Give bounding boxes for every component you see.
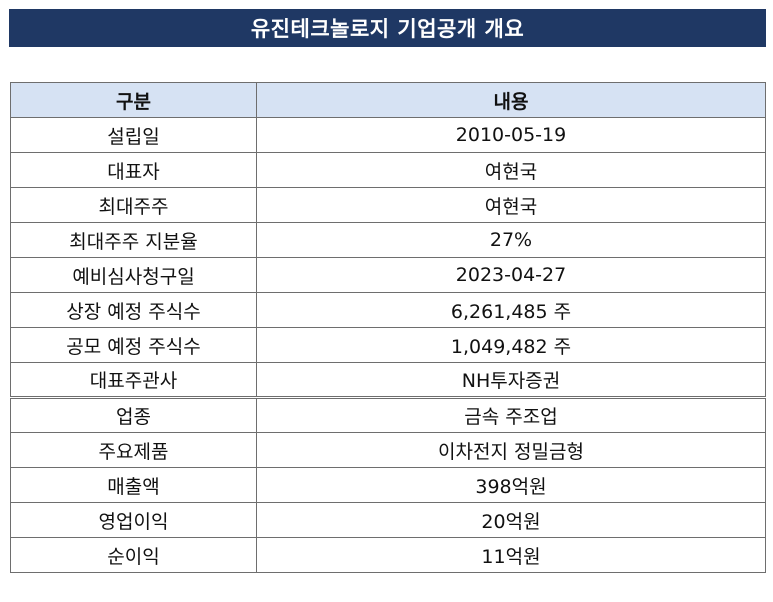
table-header-row: 구분 내용 — [10, 82, 766, 118]
row-value: 여현국 — [256, 187, 766, 223]
row-label: 최대주주 — [10, 187, 257, 223]
row-value: 여현국 — [256, 152, 766, 188]
table-row: 주요제품 이차전지 정밀금형 — [10, 432, 766, 468]
row-value: 20억원 — [256, 502, 766, 538]
table-row: 대표주관사 NH투자증권 — [10, 362, 766, 399]
row-label: 공모 예정 주식수 — [10, 327, 257, 363]
table-row: 매출액 398억원 — [10, 467, 766, 503]
row-value: 2023-04-27 — [256, 257, 766, 293]
row-label: 대표자 — [10, 152, 257, 188]
ipo-overview-table: 구분 내용 설립일 2010-05-19 대표자 여현국 최대주주 여현국 최대… — [10, 82, 766, 573]
row-label: 매출액 — [10, 467, 257, 503]
row-value: NH투자증권 — [256, 362, 766, 399]
row-label: 영업이익 — [10, 502, 257, 538]
row-value: 금속 주조업 — [256, 397, 766, 433]
table-row: 예비심사청구일 2023-04-27 — [10, 257, 766, 293]
row-label: 설립일 — [10, 117, 257, 153]
table-row: 상장 예정 주식수 6,261,485 주 — [10, 292, 766, 328]
row-label: 최대주주 지분율 — [10, 222, 257, 258]
column-header-category: 구분 — [10, 82, 257, 118]
row-label: 예비심사청구일 — [10, 257, 257, 293]
table-row: 최대주주 지분율 27% — [10, 222, 766, 258]
table-row: 영업이익 20억원 — [10, 502, 766, 538]
row-value: 6,261,485 주 — [256, 292, 766, 328]
page-title: 유진테크놀로지 기업공개 개요 — [9, 9, 766, 47]
table-row: 공모 예정 주식수 1,049,482 주 — [10, 327, 766, 363]
row-label: 순이익 — [10, 537, 257, 573]
row-label: 주요제품 — [10, 432, 257, 468]
row-value: 2010-05-19 — [256, 117, 766, 153]
column-header-content: 내용 — [256, 82, 766, 118]
table-row: 대표자 여현국 — [10, 152, 766, 188]
row-value: 이차전지 정밀금형 — [256, 432, 766, 468]
row-label: 상장 예정 주식수 — [10, 292, 257, 328]
row-value: 11억원 — [256, 537, 766, 573]
row-label: 대표주관사 — [10, 362, 257, 399]
table-row: 설립일 2010-05-19 — [10, 117, 766, 153]
table-row: 업종 금속 주조업 — [10, 397, 766, 433]
row-label: 업종 — [10, 397, 257, 433]
table-row: 최대주주 여현국 — [10, 187, 766, 223]
row-value: 27% — [256, 222, 766, 258]
table-row: 순이익 11억원 — [10, 537, 766, 573]
row-value: 398억원 — [256, 467, 766, 503]
row-value: 1,049,482 주 — [256, 327, 766, 363]
